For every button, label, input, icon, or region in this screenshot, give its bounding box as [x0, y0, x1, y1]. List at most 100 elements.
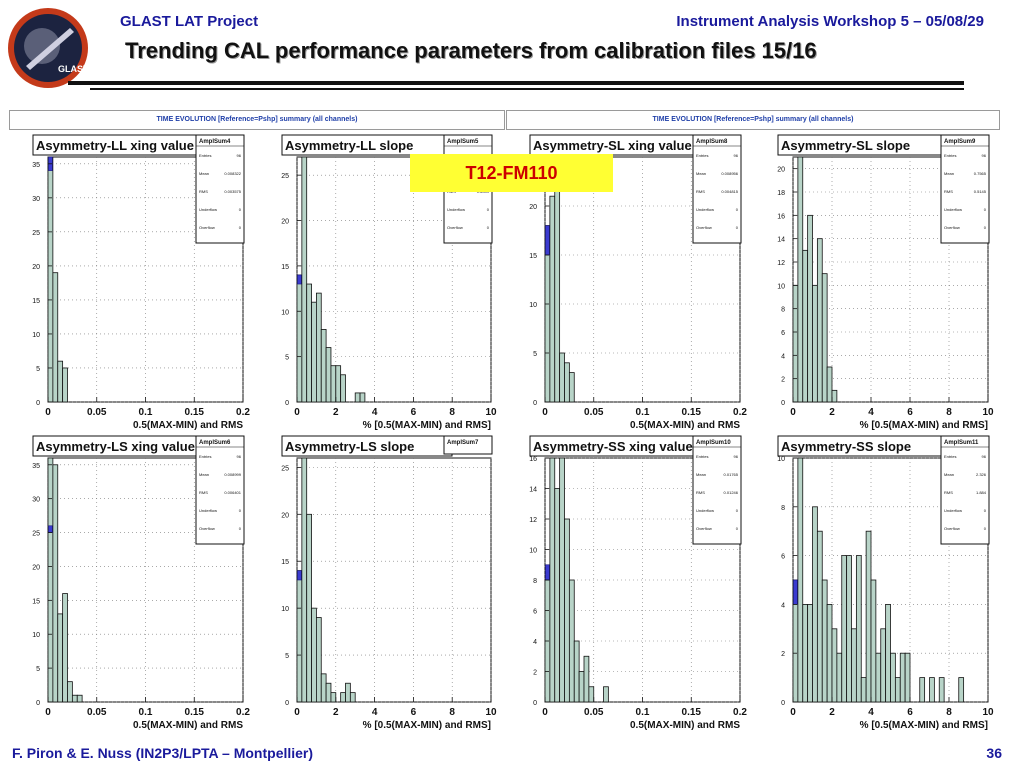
stats-key: Underflow — [696, 207, 714, 212]
stats-box — [195, 134, 245, 244]
histogram-bar — [603, 686, 609, 703]
stats-title: AmplSum9 — [944, 139, 976, 145]
y-tick-label: 0 — [781, 700, 785, 707]
footer-authors: F. Piron & E. Nuss (IN2P3/LPTA – Montpel… — [12, 745, 314, 761]
histogram-bar — [564, 362, 570, 403]
stats-title: AmplSum6 — [199, 440, 231, 446]
histogram-bar — [311, 301, 317, 403]
reference-marker — [297, 274, 302, 285]
y-tick-label: 18 — [777, 190, 785, 197]
y-tick-label: 10 — [777, 283, 785, 290]
stats-value: 0 — [984, 508, 987, 513]
glast-logo-icon: GLAST — [8, 8, 89, 88]
y-tick-label: 20 — [777, 167, 785, 174]
logo-text: GLAST — [58, 64, 89, 74]
stats-value: 0 — [736, 526, 739, 531]
y-tick-label: 10 — [281, 309, 289, 316]
stats-key: Mean — [199, 171, 209, 176]
y-tick-label: 2 — [781, 651, 785, 658]
x-tick-label: 6 — [411, 407, 417, 418]
title-rule — [68, 81, 964, 85]
histogram-panel: 0 2 4 6 8 10 0 2 4 6 8 10 % [0.5(MAX-MIN) and RMS] As… — [777, 435, 994, 731]
x-tick-label: 6 — [411, 707, 417, 718]
stats-key: RMS — [696, 189, 705, 194]
stats-value: 96 — [734, 153, 739, 158]
reference-marker — [48, 525, 53, 533]
histogram-title: Asymmetry-LL slope — [285, 138, 413, 153]
stats-value: 0.004815 — [721, 189, 738, 194]
histogram-bar — [296, 274, 303, 403]
y-tick-label: 12 — [529, 517, 537, 524]
x-tick-label: 2 — [829, 707, 835, 718]
y-tick-label: 0 — [36, 700, 40, 707]
x-tick-label: 2 — [829, 407, 835, 418]
histogram-bar — [958, 677, 965, 703]
histogram-bar — [802, 604, 809, 703]
module-badge: T12-FM110 — [410, 154, 613, 192]
histogram-bar — [578, 671, 585, 703]
x-tick-label: 0.1 — [636, 407, 650, 418]
x-axis-label: 0.5(MAX-MIN) and RMS — [133, 720, 243, 731]
histogram-title: Asymmetry-SS slope — [781, 439, 911, 454]
histogram-bar — [340, 692, 346, 703]
histogram-bar — [938, 677, 945, 703]
y-tick-label: 30 — [32, 196, 40, 203]
stats-key: RMS — [199, 490, 208, 495]
y-tick-label: 10 — [529, 302, 537, 309]
y-tick-label: 8 — [781, 307, 785, 314]
x-tick-label: 0 — [294, 407, 300, 418]
histogram-panel: 0 5 10 15 20 0 0.05 0.1 0.15 0.2 0.5(MAX-MIN) and … — [529, 134, 747, 431]
x-tick-label: 0 — [790, 707, 796, 718]
x-tick-label: 0 — [45, 707, 51, 718]
histogram-bar — [47, 156, 54, 403]
x-tick-label: 8 — [449, 407, 455, 418]
stats-key: Underflow — [696, 508, 714, 513]
histogram-bar — [306, 283, 312, 403]
histogram-bar — [929, 677, 935, 703]
stats-box — [692, 134, 742, 244]
histogram-bar — [349, 692, 356, 703]
histogram-bar — [870, 579, 877, 703]
histogram-bar — [76, 694, 83, 703]
histogram-bar — [904, 652, 911, 703]
project-name: GLAST LAT Project — [120, 13, 259, 30]
stats-value: 0.008956 — [721, 171, 738, 176]
x-tick-label: 0.1 — [139, 707, 153, 718]
histogram-bar — [311, 607, 317, 703]
histogram-bar — [354, 392, 361, 403]
histogram-bar — [821, 273, 828, 403]
x-tick-label: 0.05 — [584, 407, 604, 418]
stats-key: Mean — [696, 472, 706, 477]
y-tick-label: 0 — [781, 400, 785, 407]
stats-key: RMS — [944, 490, 953, 495]
stats-value: 0 — [239, 508, 242, 513]
histogram-bar — [568, 579, 575, 703]
histogram-bar — [67, 681, 73, 703]
histogram-bar — [306, 513, 312, 703]
histogram-bar — [47, 457, 54, 703]
stats-value: 96 — [982, 153, 987, 158]
y-tick-label: 8 — [533, 578, 537, 585]
x-tick-label: 0.05 — [87, 707, 107, 718]
histogram-bar — [885, 604, 891, 703]
histogram-bar — [816, 530, 823, 703]
x-axis-label: 0.5(MAX-MIN) and RMS — [630, 720, 740, 731]
stats-value: 0.006401 — [224, 490, 241, 495]
histogram-bar — [71, 694, 78, 703]
x-axis-label: 0.5(MAX-MIN) and RMS — [630, 420, 740, 431]
stats-key: Overflow — [447, 225, 463, 230]
reference-marker — [297, 570, 302, 581]
stats-key: Overflow — [696, 526, 712, 531]
y-tick-label: 20 — [281, 219, 289, 226]
histogram-bar — [57, 613, 64, 703]
page-title: Trending CAL performance parameters from… — [125, 38, 817, 63]
x-tick-label: 0 — [542, 707, 548, 718]
histogram-bar — [296, 570, 303, 703]
reference-marker — [793, 579, 798, 605]
histogram-bar — [899, 652, 906, 703]
histogram-bar — [568, 372, 575, 403]
stats-value: 0.008999 — [224, 472, 241, 477]
y-tick-label: 5 — [285, 355, 289, 362]
stats-key: Mean — [944, 472, 954, 477]
